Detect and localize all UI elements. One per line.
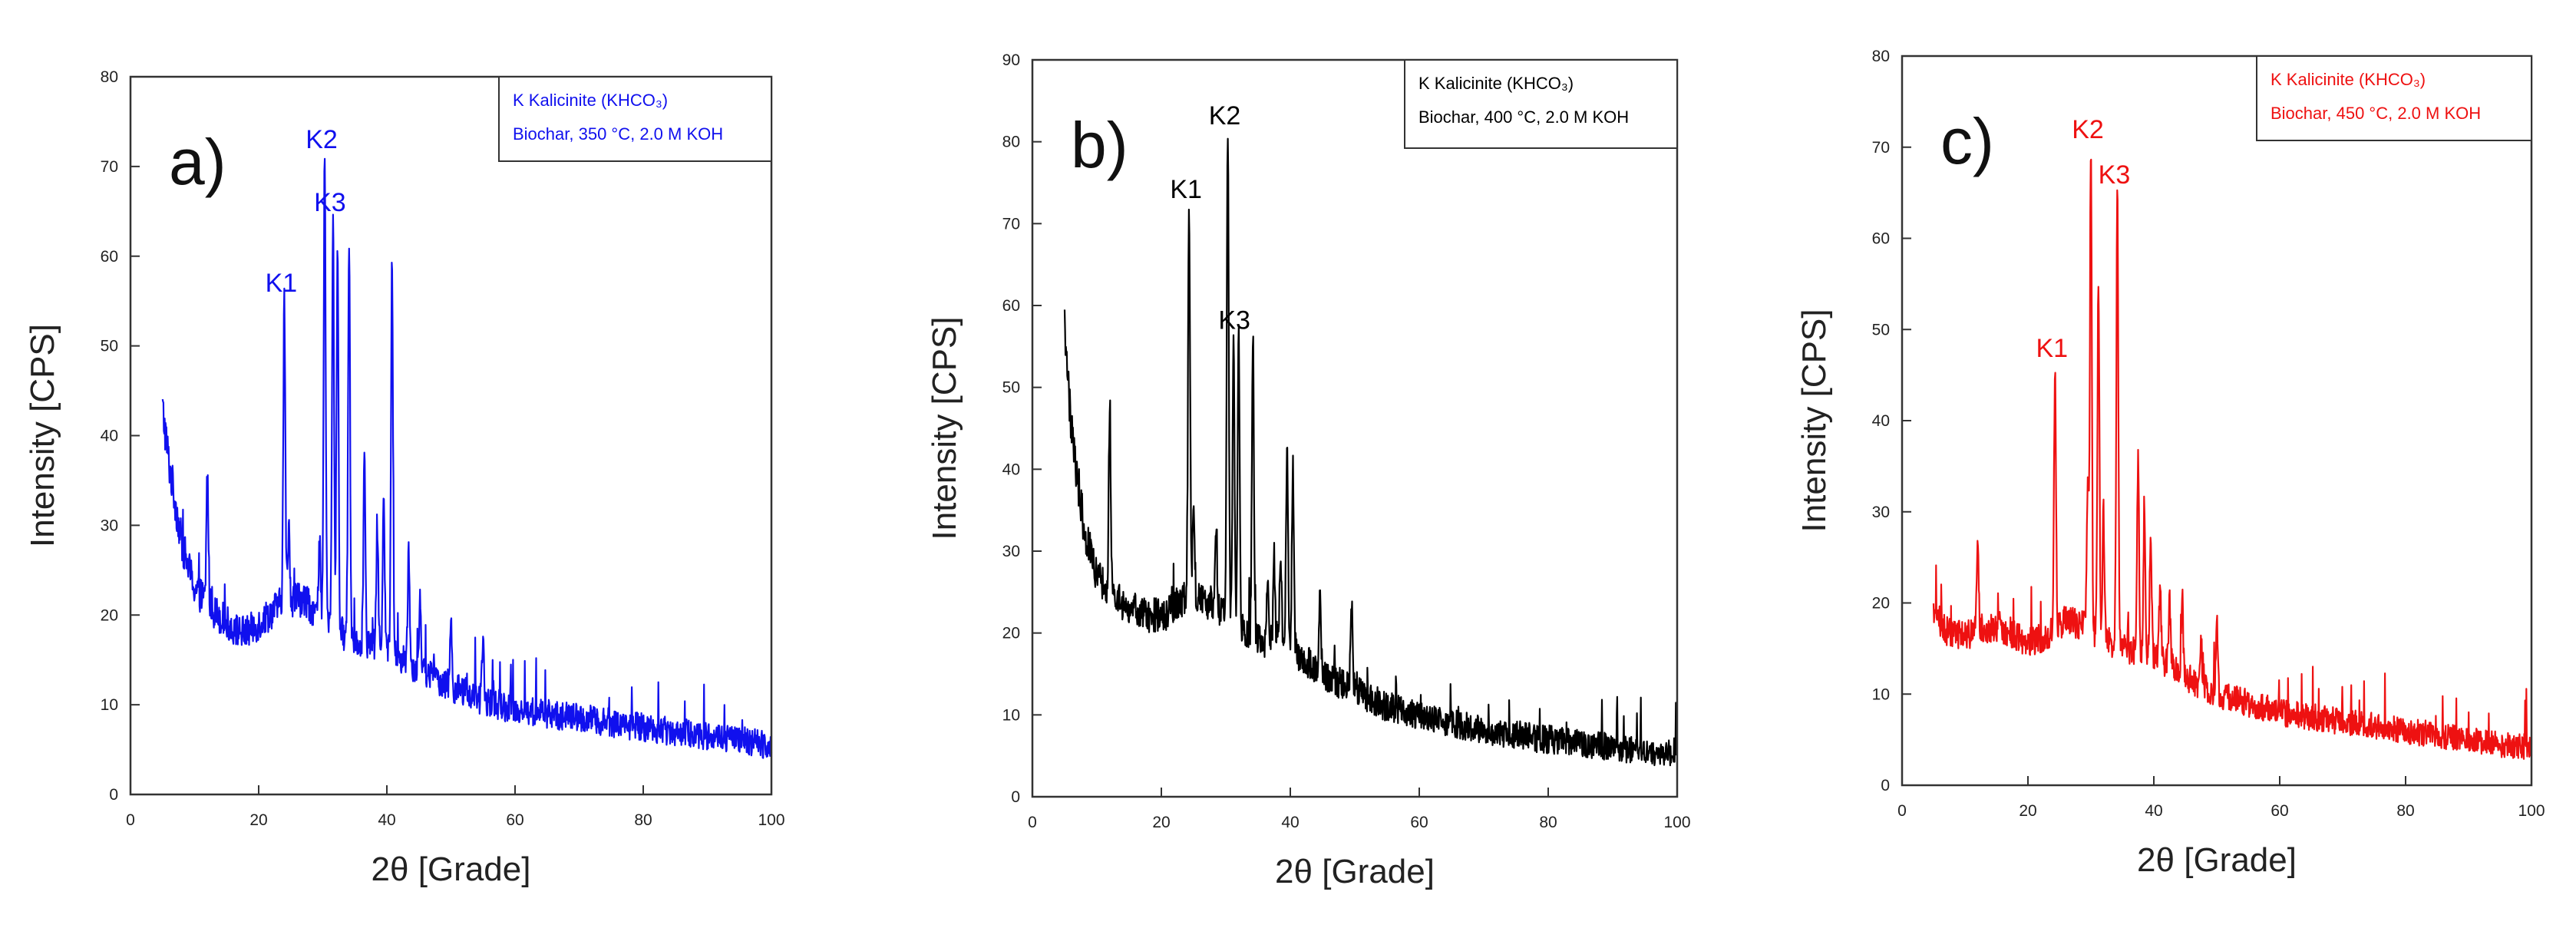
x-tick-label: 100 (2518, 802, 2545, 820)
y-tick-label: 80 (1872, 48, 1890, 65)
x-tick-label: 80 (2396, 802, 2414, 820)
y-tick-label: 0 (1011, 788, 1020, 806)
y-tick-label: 0 (1881, 777, 1890, 794)
x-tick-label: 40 (378, 811, 395, 829)
y-tick-label: 60 (1872, 230, 1890, 248)
peak-label-k1: K1 (2036, 334, 2068, 363)
x-tick-label: 100 (758, 811, 784, 829)
y-tick-label: 10 (1002, 706, 1020, 724)
peak-label-k1: K1 (1170, 175, 1202, 204)
x-axis-title: 2θ [Grade] (372, 850, 531, 888)
y-tick-label: 20 (101, 606, 118, 624)
peak-label-k1: K1 (266, 269, 298, 298)
panel-letter: c) (1940, 105, 1994, 177)
peak-label-k3: K3 (2099, 160, 2131, 190)
peak-label-k2: K2 (305, 125, 338, 154)
peak-label-k2: K2 (1209, 101, 1241, 130)
y-tick-label: 50 (101, 338, 118, 355)
y-tick-label: 60 (1002, 297, 1020, 315)
y-tick-label: 50 (1872, 321, 1890, 339)
plot-frame (1031, 58, 1679, 798)
y-tick-label: 90 (1002, 51, 1020, 69)
panel-letter: a) (169, 126, 226, 198)
xrd-panel-1: 0 20 40 60 80 100 0 10 20 30 40 50 60 70 80 2θ [Grade] I… (24, 68, 785, 888)
x-axis-title: 2θ [Grade] (2137, 841, 2297, 879)
xrd-panel-3: 0 20 40 60 80 100 0 10 20 30 40 50 60 70 80 2θ [Grade] I… (1795, 48, 2545, 879)
legend-entry: K Kalicinite (KHCO₃) (513, 91, 668, 110)
plot-frame (1901, 54, 2533, 787)
legend: K Kalicinite (KHCO₃) Biochar, 450 °C, 2.0… (2256, 55, 2532, 141)
x-tick-label: 0 (126, 811, 135, 829)
y-tick-label: 0 (109, 786, 118, 804)
x-tick-label: 40 (1281, 814, 1299, 831)
legend-box (2256, 55, 2532, 141)
y-tick-label: 80 (101, 68, 118, 86)
y-tick-label: 60 (101, 248, 118, 266)
xrd-panel-2: 0 20 40 60 80 100 0 10 20 30 40 50 60 70 80 90 2θ [Grade… (926, 51, 1691, 890)
x-tick-label: 80 (634, 811, 652, 829)
y-tick-label: 30 (1872, 504, 1890, 521)
legend-entry: Biochar, 450 °C, 2.0 M KOH (2271, 104, 2481, 123)
peak-label-k3: K3 (314, 188, 346, 217)
y-tick-label: 70 (101, 158, 118, 176)
plot-frame (129, 75, 773, 796)
spectrum-line (1063, 137, 1679, 767)
spectrum-line (161, 157, 773, 759)
peak-label-k3: K3 (1218, 306, 1250, 335)
legend-box (498, 76, 772, 162)
y-tick-label: 30 (101, 517, 118, 534)
x-tick-label: 60 (1410, 814, 1428, 831)
peak-label-k2: K2 (2072, 115, 2104, 144)
legend-entry: Biochar, 350 °C, 2.0 M KOH (513, 124, 723, 144)
panel-letter: b) (1071, 109, 1128, 181)
y-tick-label: 40 (1002, 461, 1020, 478)
y-tick-label: 30 (1002, 543, 1020, 560)
y-tick-label: 20 (1002, 625, 1020, 642)
x-tick-label: 20 (249, 811, 267, 829)
legend-entry: Biochar, 400 °C, 2.0 M KOH (1418, 107, 1629, 127)
x-tick-label: 80 (1539, 814, 1557, 831)
x-tick-label: 60 (2271, 802, 2288, 820)
x-axis-title: 2θ [Grade] (1275, 853, 1435, 890)
y-axis-title: Intensity [CPS] (24, 324, 61, 547)
legend-box (1404, 59, 1678, 149)
x-tick-label: 0 (1897, 802, 1907, 820)
y-axis-title: Intensity [CPS] (926, 316, 963, 540)
y-tick-label: 10 (1872, 685, 1890, 703)
x-tick-label: 0 (1028, 814, 1037, 831)
y-tick-label: 80 (1002, 134, 1020, 151)
y-tick-label: 50 (1002, 379, 1020, 397)
legend-entry: K Kalicinite (KHCO₃) (1418, 74, 1574, 93)
y-tick-label: 10 (101, 696, 118, 714)
spectrum-line (1932, 158, 2533, 760)
x-tick-label: 100 (1663, 814, 1690, 831)
y-axis-title: Intensity [CPS] (1795, 309, 1833, 532)
y-tick-label: 70 (1872, 139, 1890, 157)
x-tick-label: 20 (2019, 802, 2036, 820)
y-tick-label: 40 (101, 428, 118, 445)
legend: K Kalicinite (KHCO₃) Biochar, 400 °C, 2.0… (1404, 59, 1678, 149)
x-tick-label: 40 (2145, 802, 2162, 820)
y-tick-label: 40 (1872, 412, 1890, 430)
x-tick-label: 20 (1152, 814, 1170, 831)
legend-entry: K Kalicinite (KHCO₃) (2271, 70, 2426, 89)
y-tick-label: 20 (1872, 595, 1890, 613)
x-tick-label: 60 (506, 811, 523, 829)
legend: K Kalicinite (KHCO₃) Biochar, 350 °C, 2.0… (498, 76, 772, 162)
y-tick-label: 70 (1002, 215, 1020, 233)
